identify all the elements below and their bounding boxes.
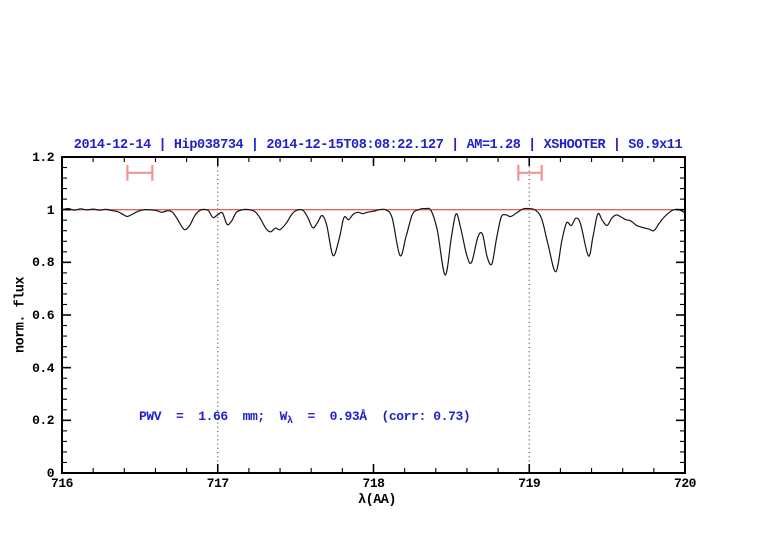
figure-title: 2014-12-14 | Hip038734 | 2014-12-15T08:0…	[73, 138, 683, 153]
y-tick-label: 0.4	[32, 360, 54, 376]
x-tick-label: 718	[362, 476, 385, 491]
x-tick-label: 720	[674, 476, 696, 491]
axis-ticks	[61, 156, 686, 474]
y-tick-label: 0.6	[32, 308, 54, 323]
pwv-annotation-prefix: PWV = 1.66 mm; W	[139, 409, 288, 424]
y-tick-label: 0.2	[32, 413, 54, 429]
x-tick-label: 719	[518, 476, 541, 491]
y-tick-label: 0.8	[32, 255, 54, 271]
y-tick-label: 0	[46, 466, 55, 481]
x-tick-label: 717	[206, 476, 229, 491]
y-tick-label: 1	[46, 202, 55, 218]
pwv-annotation-subscript: λ	[287, 416, 293, 427]
x-tick-label: 716	[51, 476, 73, 491]
x-axis-label: λ(AA)	[357, 493, 397, 508]
pwv-annotation-suffix: = 0.93Å (corr: 0.73)	[292, 409, 471, 424]
range-markers	[126, 164, 543, 181]
y-tick-label: 1.2	[32, 150, 54, 165]
pwv-annotation: PWV = 1.66 mm; Wλ = 0.93Å (corr: 0.73)	[139, 409, 471, 427]
spectrum-curve	[61, 207, 686, 276]
spectrum-path	[61, 207, 686, 276]
